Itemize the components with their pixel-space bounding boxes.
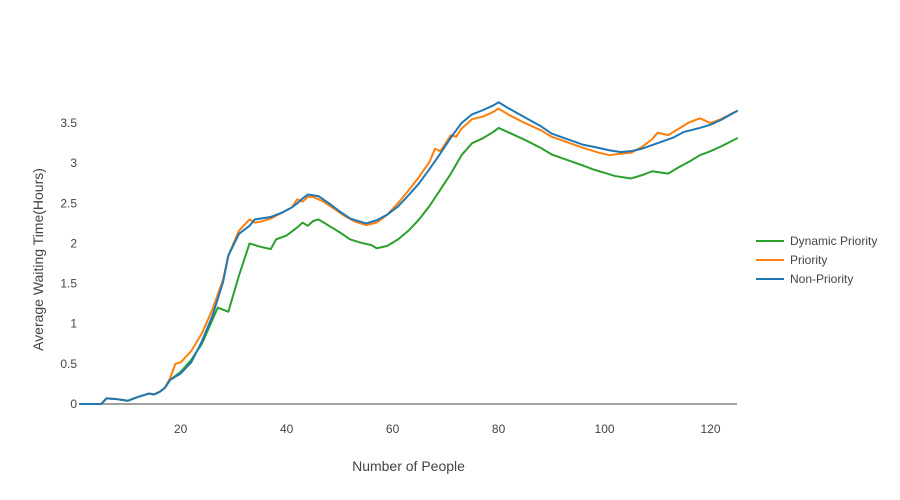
y-tick-label: 3.5 xyxy=(60,116,77,130)
y-tick-label: 1 xyxy=(70,317,77,331)
y-tick-label: 0.5 xyxy=(60,357,77,371)
y-axis-title: Average Waiting Time(Hours) xyxy=(30,168,46,351)
legend-item[interactable]: Dynamic Priority xyxy=(756,234,877,248)
legend-item[interactable]: Non-Priority xyxy=(756,272,853,286)
x-axis-ticks: 20 40 60 80 100 120 xyxy=(174,422,721,436)
y-tick-label: 2 xyxy=(70,236,77,250)
legend-label: Priority xyxy=(790,253,827,267)
x-tick-label: 60 xyxy=(386,422,400,436)
series-line-priority xyxy=(79,107,738,405)
series-line-non-priority xyxy=(79,101,738,405)
x-tick-label: 40 xyxy=(280,422,294,436)
y-tick-label: 3 xyxy=(70,156,77,170)
legend-label: Non-Priority xyxy=(790,272,853,286)
series-layer xyxy=(79,101,738,405)
x-tick-label: 100 xyxy=(595,422,615,436)
y-tick-label: 0 xyxy=(70,397,77,411)
y-axis-ticks: 0 0.5 1 1.5 2 2.5 3 3.5 xyxy=(60,116,77,411)
legend-item[interactable]: Priority xyxy=(756,253,827,267)
y-tick-label: 2.5 xyxy=(60,196,77,210)
x-axis-title: Number of People xyxy=(352,458,465,474)
legend[interactable]: Dynamic Priority Priority Non-Priority xyxy=(756,234,877,286)
y-tick-label: 1.5 xyxy=(60,277,77,291)
legend-label: Dynamic Priority xyxy=(790,234,877,248)
x-tick-label: 80 xyxy=(492,422,506,436)
x-tick-label: 120 xyxy=(700,422,720,436)
x-tick-label: 20 xyxy=(174,422,188,436)
